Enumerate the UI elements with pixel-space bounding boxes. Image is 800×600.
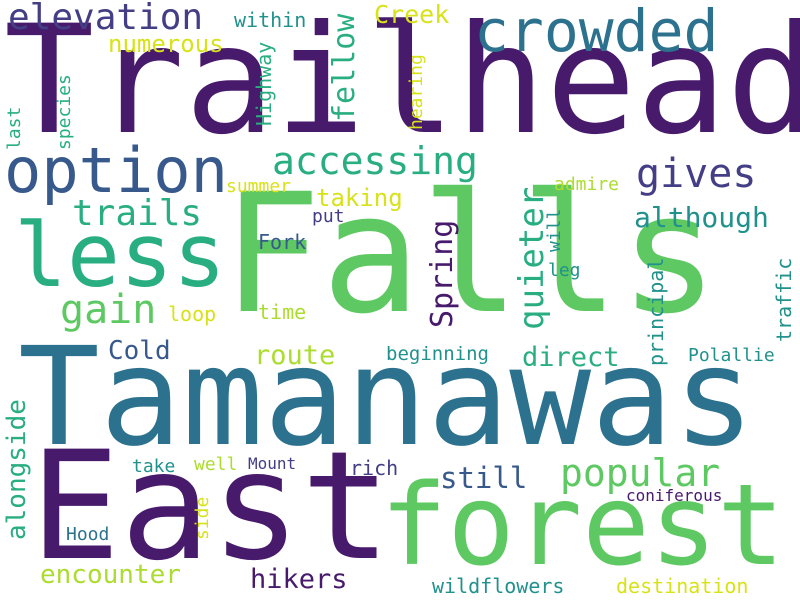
- word-forest: forest: [380, 461, 785, 591]
- word-although: although: [634, 201, 769, 234]
- word-principal: principal: [644, 257, 668, 366]
- word-within: within: [234, 8, 307, 32]
- word-fellow: fellow: [327, 13, 362, 122]
- word-side: side: [192, 496, 213, 540]
- word-popular: popular: [560, 451, 721, 495]
- word-wildflowers: wildflowers: [432, 574, 565, 598]
- word-time: time: [258, 300, 307, 324]
- word-highway: Highway: [252, 41, 276, 126]
- word-direct: direct: [522, 342, 620, 373]
- word-coniferous: coniferous: [626, 486, 723, 505]
- word-traffic: traffic: [772, 257, 796, 342]
- word-crowded: crowded: [474, 0, 719, 65]
- word-rich: rich: [350, 456, 399, 480]
- word-hikers: hikers: [250, 564, 348, 595]
- word-mount: Mount: [248, 454, 297, 473]
- word-east: East: [30, 420, 392, 594]
- word-gives: gives: [636, 151, 757, 197]
- word-still: still: [440, 461, 528, 495]
- word-accessing: accessing: [272, 139, 478, 183]
- word-cold: Cold: [108, 336, 171, 366]
- word-hood: Hood: [66, 524, 110, 545]
- word-encounter: encounter: [40, 560, 181, 590]
- word-alongside: alongside: [2, 399, 32, 540]
- word-trailhead: Trailhead: [4, 0, 800, 168]
- word-numerous: numerous: [108, 30, 224, 58]
- word-destination: destination: [616, 574, 749, 598]
- word-elevation: elevation: [8, 0, 204, 38]
- word-option: option: [4, 134, 228, 207]
- word-creek: Creek: [374, 0, 450, 29]
- word-taking: taking: [316, 184, 403, 212]
- word-will: will: [544, 208, 565, 252]
- word-route: route: [254, 340, 336, 371]
- word-falls: Falls: [222, 158, 719, 350]
- word-less: less: [14, 204, 226, 307]
- word-beginning: beginning: [386, 343, 489, 365]
- word-gain: gain: [60, 287, 157, 333]
- word-admire: admire: [554, 174, 620, 195]
- word-polallie: Polallie: [688, 345, 775, 366]
- word-hearing: hearing: [406, 54, 427, 130]
- word-last: last: [4, 106, 25, 150]
- word-summer: summer: [226, 176, 292, 197]
- word-loop: loop: [168, 302, 217, 326]
- word-trails: trails: [72, 193, 203, 234]
- word-species: species: [54, 74, 75, 150]
- word-spring: Spring: [425, 219, 460, 328]
- word-fork: Fork: [258, 230, 307, 254]
- word-well: well: [194, 454, 238, 475]
- word-take: take: [132, 456, 176, 477]
- word-leg: leg: [548, 260, 581, 281]
- word-tamanawas: Tamanawas: [18, 319, 755, 477]
- word-put: put: [312, 206, 345, 227]
